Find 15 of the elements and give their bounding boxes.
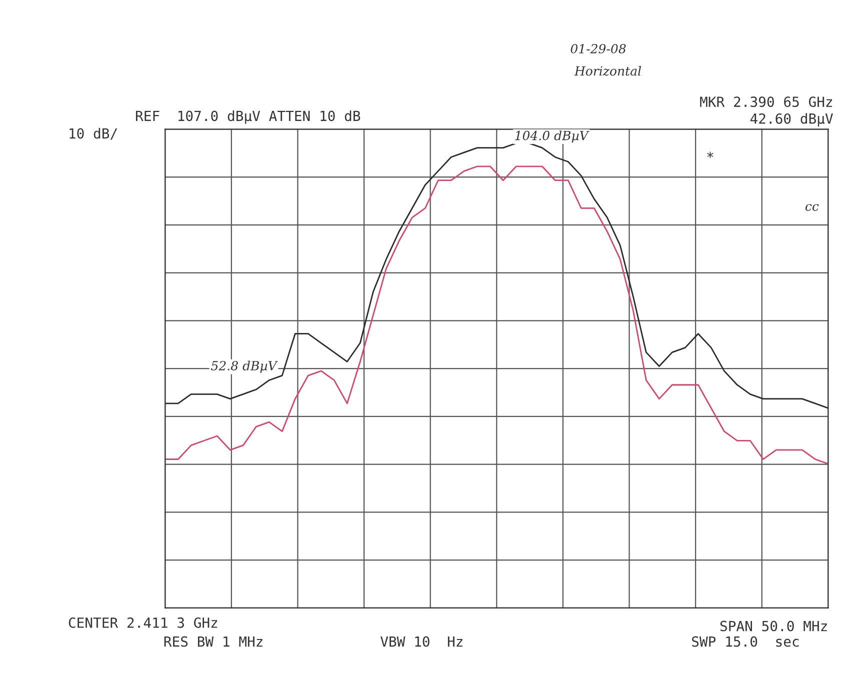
text: MKR 2.390 65 GHz — [700, 96, 832, 108]
text: 10 dB/ — [70, 128, 118, 140]
text: REF 107.0 dBµV ATTEN 10 dB — [136, 110, 360, 124]
text: SWP 15.0 sec — [692, 636, 799, 647]
annotation: 52.8 dBµV — [210, 360, 278, 373]
annotation: cc — [805, 204, 819, 211]
annotation: * — [707, 152, 714, 158]
text: VBW 10 Hz — [380, 636, 462, 647]
text: CENTER 2.411 3 GHz — [68, 617, 218, 628]
text: Horizontal — [574, 66, 641, 76]
text: 42.60 dBµV — [750, 113, 833, 127]
text: SPAN 50.0 MHz — [720, 620, 827, 632]
text: 104.0 dBµV — [515, 130, 590, 143]
text: 01-29-08 — [570, 44, 626, 54]
text: RES BW 1 MHz — [164, 636, 262, 647]
